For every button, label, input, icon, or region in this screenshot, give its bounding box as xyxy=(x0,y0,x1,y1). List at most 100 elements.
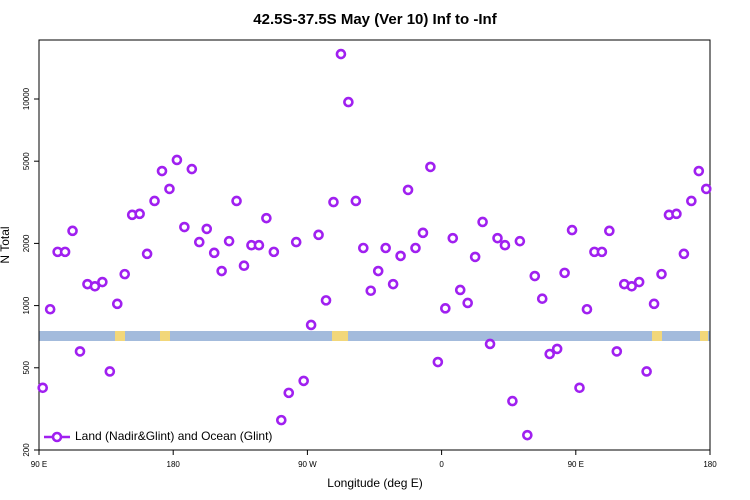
point xyxy=(193,236,205,248)
point xyxy=(111,298,123,310)
point xyxy=(290,236,302,248)
point xyxy=(514,235,526,247)
point xyxy=(335,48,347,60)
point xyxy=(410,242,421,254)
x-tick-label: 90 E xyxy=(31,460,47,469)
point xyxy=(559,267,570,279)
point xyxy=(417,227,429,239)
point xyxy=(253,239,265,251)
point xyxy=(328,196,339,208)
point xyxy=(350,195,362,207)
point xyxy=(216,265,227,277)
point xyxy=(119,268,131,280)
x-tick-label: 180 xyxy=(703,460,717,469)
point xyxy=(544,348,556,360)
point xyxy=(648,298,660,310)
point xyxy=(67,225,78,237)
point xyxy=(74,346,86,357)
point xyxy=(164,183,175,195)
point xyxy=(596,246,608,258)
legend-marker xyxy=(51,431,63,443)
point xyxy=(633,276,645,288)
point xyxy=(454,284,466,296)
point xyxy=(380,242,391,254)
point xyxy=(358,242,369,254)
point xyxy=(97,276,108,288)
point xyxy=(268,246,280,258)
point xyxy=(276,414,287,426)
y-tick-label: 5000 xyxy=(22,152,31,170)
point xyxy=(499,239,511,251)
point xyxy=(365,285,377,297)
point xyxy=(522,429,533,441)
point xyxy=(484,338,496,350)
point xyxy=(156,165,168,177)
plot-frame xyxy=(38,39,711,451)
x-tick-label: 90 E xyxy=(568,460,584,469)
band xyxy=(39,331,710,341)
point xyxy=(551,343,563,355)
y-tick-label: 500 xyxy=(22,361,31,375)
x-tick-label: 0 xyxy=(439,460,444,469)
point xyxy=(261,212,272,224)
point xyxy=(149,195,160,207)
patch xyxy=(160,331,170,341)
point xyxy=(574,382,585,394)
point xyxy=(477,216,488,228)
point xyxy=(395,250,406,262)
point xyxy=(693,165,705,177)
point xyxy=(387,278,399,290)
point xyxy=(507,395,518,407)
point xyxy=(231,195,242,207)
point xyxy=(447,232,459,244)
point xyxy=(223,235,235,247)
point xyxy=(469,251,481,263)
point xyxy=(89,280,101,292)
y-tick-label: 200 xyxy=(22,443,31,457)
y-axis-label: N Total xyxy=(0,226,12,263)
point xyxy=(179,221,190,233)
point xyxy=(402,184,414,196)
point xyxy=(671,208,682,220)
point xyxy=(566,224,578,236)
point xyxy=(611,346,623,357)
point xyxy=(425,161,436,173)
point xyxy=(581,303,593,315)
y-tick-label: 10000 xyxy=(22,87,31,110)
legend-label: Land (Nadir&Glint) and Ocean (Glint) xyxy=(75,429,272,443)
y-tick-label: 2000 xyxy=(22,234,31,252)
chart-title: 42.5S-37.5S May (Ver 10) Inf to -Inf xyxy=(253,11,497,28)
point xyxy=(529,270,541,282)
point xyxy=(492,232,503,244)
point xyxy=(44,303,56,315)
x-tick-label: 180 xyxy=(167,460,181,469)
x-axis-label: Longitude (deg E) xyxy=(327,476,422,490)
point xyxy=(104,366,116,377)
patch xyxy=(115,331,125,341)
point xyxy=(536,293,548,304)
point xyxy=(462,297,473,309)
patch xyxy=(652,331,662,341)
point xyxy=(604,225,615,237)
point xyxy=(320,295,332,306)
point xyxy=(626,280,638,292)
point xyxy=(305,319,317,331)
point xyxy=(238,260,250,271)
point xyxy=(343,96,354,108)
point xyxy=(283,387,295,399)
point xyxy=(678,248,690,260)
point xyxy=(59,246,71,258)
point xyxy=(686,195,697,207)
point xyxy=(440,303,451,314)
point xyxy=(432,356,444,368)
point xyxy=(201,223,213,235)
point xyxy=(313,229,324,241)
point xyxy=(134,208,145,220)
point xyxy=(298,375,309,387)
point xyxy=(208,247,220,259)
patch xyxy=(700,331,708,341)
x-tick-label: 90 W xyxy=(298,460,317,469)
point xyxy=(171,154,183,166)
